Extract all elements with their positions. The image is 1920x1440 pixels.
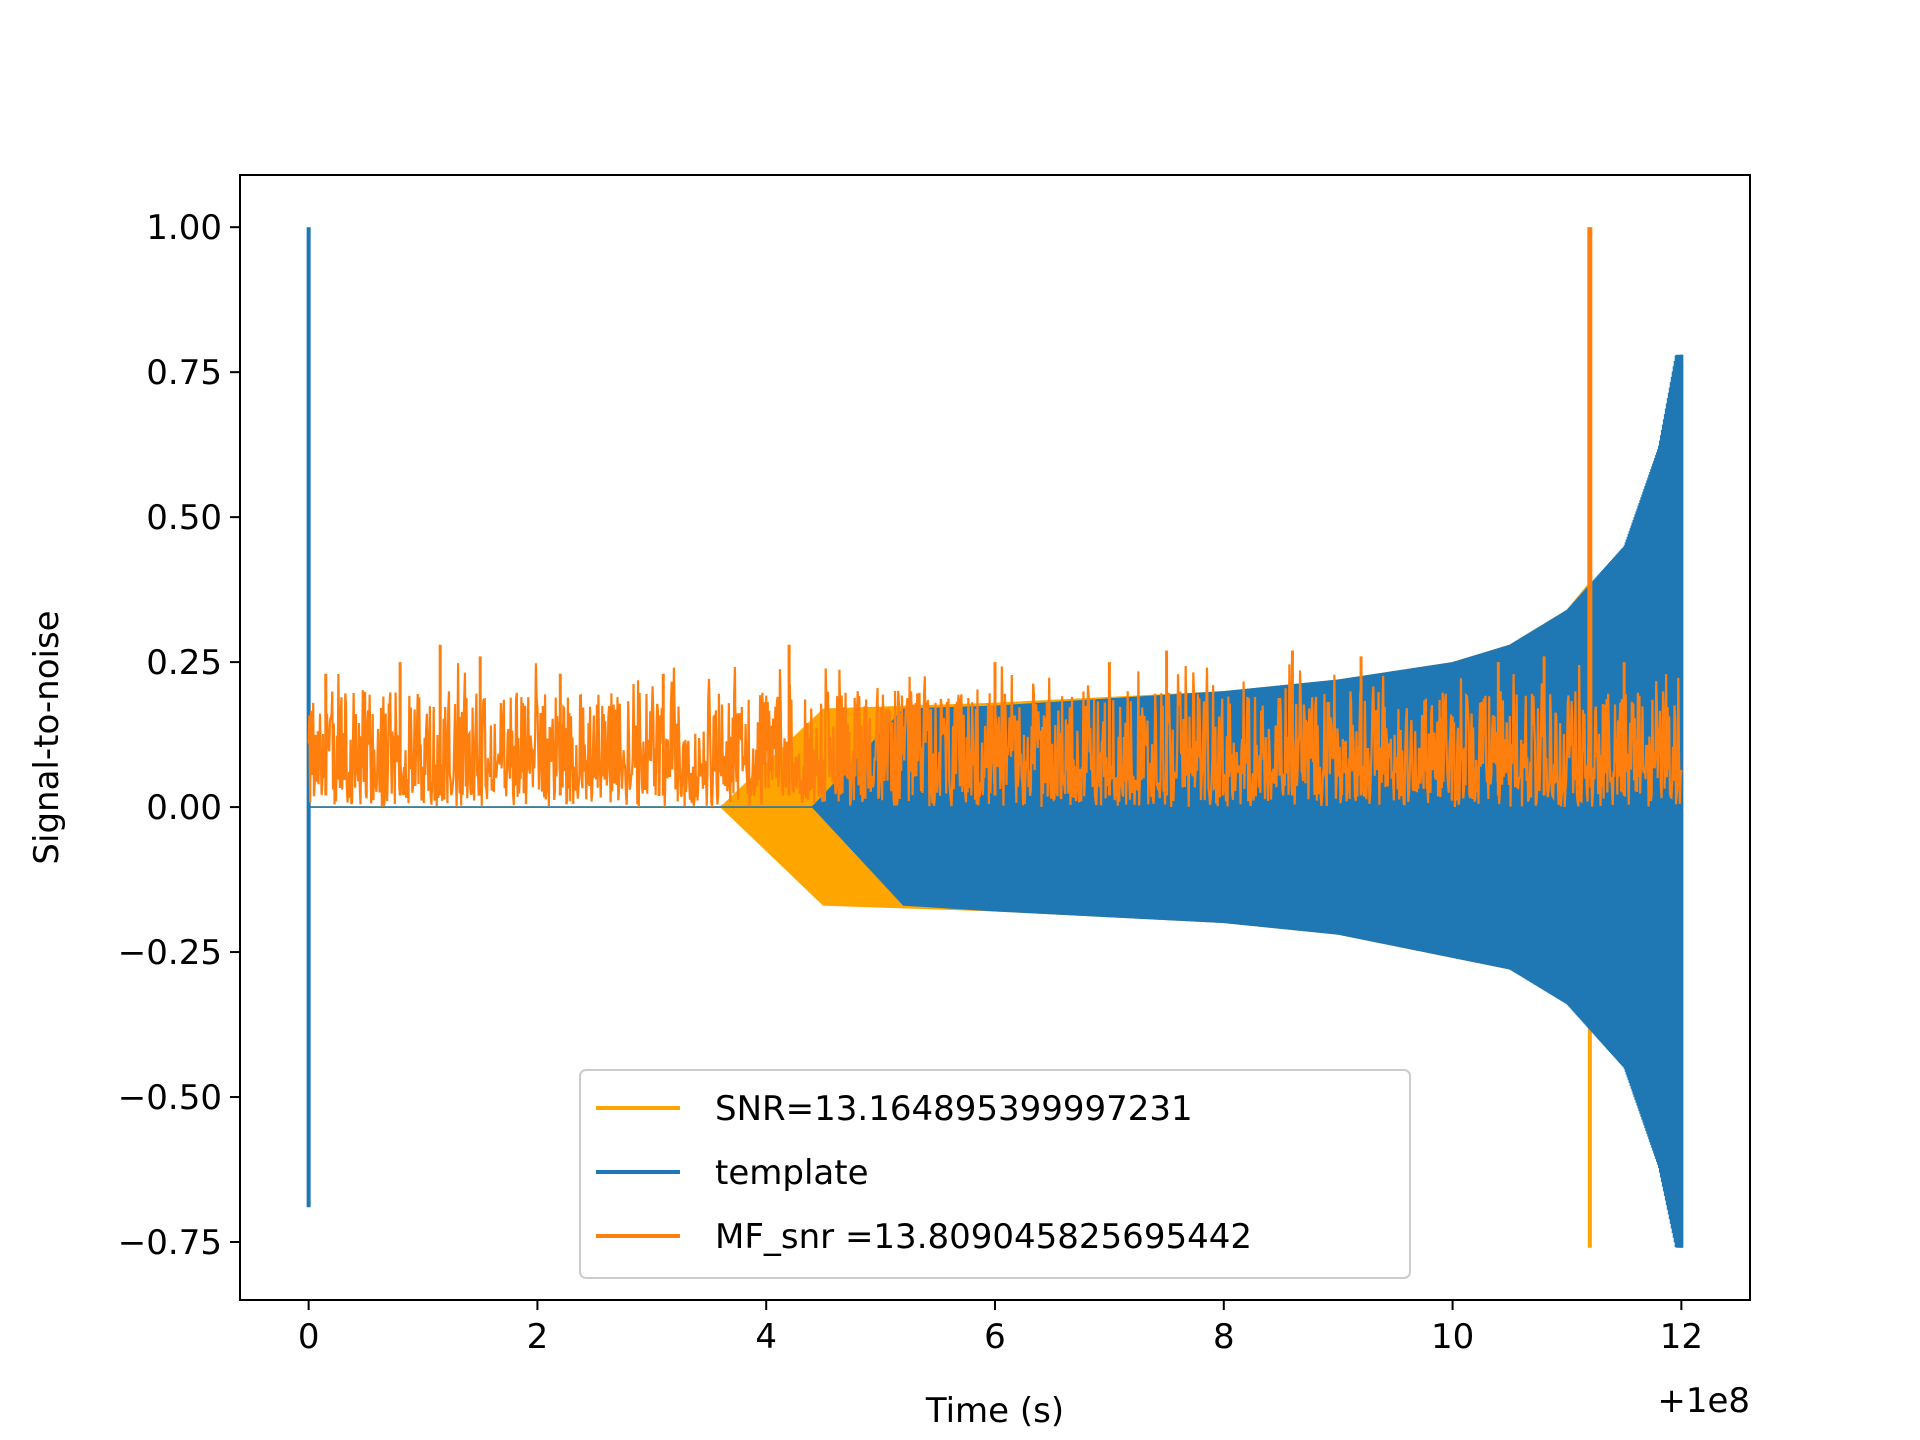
series-3 — [307, 227, 1683, 808]
series-2-waveform — [308, 354, 1683, 1248]
y-tick-label-2: 0.50 — [146, 498, 222, 538]
y-tick-label-4: 0.00 — [146, 788, 222, 828]
x-tick-label-6: 6 — [984, 1317, 1006, 1357]
x-axis: 0 2 4 6 8 10 12 — [298, 1300, 1703, 1357]
x-tick-label-8: 8 — [1213, 1317, 1235, 1357]
legend-label-2: template — [715, 1153, 868, 1193]
legend-box — [579, 1069, 1411, 1279]
x-tick-label-10: 10 — [1431, 1317, 1474, 1357]
x-tick-label-4: 4 — [755, 1317, 777, 1357]
y-tick-label-5: −0.25 — [118, 933, 222, 973]
legend-label-1: SNR=13.164895399997231 — [715, 1089, 1193, 1129]
x-tick-label-12: 12 — [1660, 1317, 1703, 1357]
x-offset-label: +1e8 — [1657, 1381, 1750, 1421]
x-tick-label-2: 2 — [527, 1317, 549, 1357]
plot-area — [306, 227, 1684, 1248]
x-tick-label-0: 0 — [298, 1317, 320, 1357]
y-axis-label: Signal-to-noise — [27, 610, 67, 864]
x-axis-label: Time (s) — [925, 1391, 1064, 1431]
y-tick-label-3: 0.25 — [146, 643, 222, 683]
y-tick-label-0: 1.00 — [146, 208, 222, 248]
y-tick-label-6: −0.50 — [118, 1078, 222, 1118]
legend-label-3: MF_snr =13.809045825695442 — [715, 1217, 1252, 1257]
y-tick-label-7: −0.75 — [118, 1223, 222, 1263]
y-tick-label-1: 0.75 — [146, 353, 222, 393]
legend: SNR=13.164895399997231 template MF_snr =1… — [579, 1069, 1411, 1279]
y-axis: 1.00 0.75 0.50 0.25 0.00 −0.25 −0.50 −0.75 — [118, 208, 240, 1263]
